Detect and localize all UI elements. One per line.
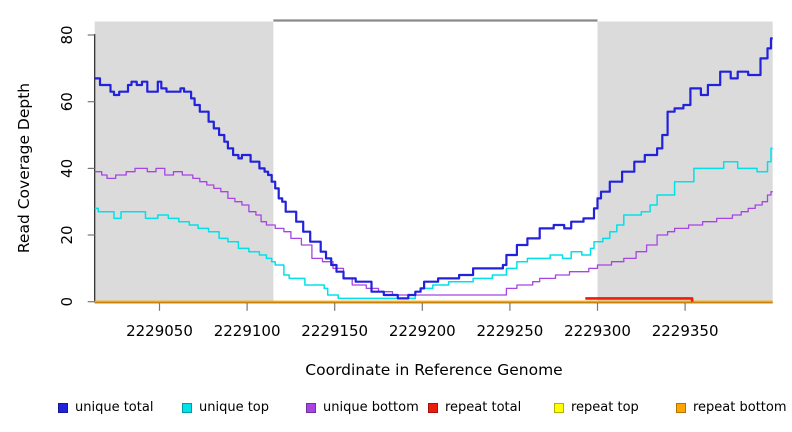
legend-label: repeat bottom: [693, 400, 787, 415]
legend-item-unique-total: unique total: [58, 400, 153, 415]
legend-item-unique-top: unique top: [182, 400, 269, 415]
x-tick-label: 2229150: [301, 322, 368, 340]
x-tick-label: 2229050: [126, 322, 193, 340]
x-axis-label: Coordinate in Reference Genome: [305, 361, 562, 379]
legend-item-repeat-top: repeat top: [554, 400, 639, 415]
legend-label: repeat total: [445, 400, 522, 415]
shaded-region: [94, 21, 274, 302]
y-axis-label: Read Coverage Depth: [15, 83, 33, 253]
shaded-regions-layer: [94, 19, 773, 302]
legend-item-repeat-bottom: repeat bottom: [676, 400, 787, 415]
y-tick-label: 20: [58, 225, 76, 244]
legend-swatch: [306, 402, 316, 413]
y-tick-label: 0: [58, 297, 76, 307]
x-tick-label: 2229350: [652, 322, 719, 340]
legend-swatch: [554, 402, 564, 413]
series-line-repeat-total: [585, 297, 694, 302]
legend-swatch: [428, 402, 438, 413]
legend-label: unique top: [199, 400, 270, 415]
x-tick-label: 2229200: [389, 322, 456, 340]
legend-label: repeat top: [571, 400, 639, 415]
legend-swatch: [58, 402, 68, 413]
x-tick-label: 2229250: [476, 322, 543, 340]
shaded-region: [597, 21, 773, 302]
legend-item-repeat-total: repeat total: [428, 400, 521, 415]
x-tick-label: 2229100: [214, 322, 281, 340]
legend-label: unique bottom: [323, 400, 419, 415]
series-layer: [94, 37, 773, 303]
legend-label: unique total: [75, 400, 154, 415]
y-tick-label: 80: [58, 25, 76, 44]
legend-swatch: [182, 402, 192, 413]
coverage-plot: 2229050 2229100 2229150 2229200 2229250 22293…: [15, 19, 773, 379]
legend-swatch: [676, 402, 686, 413]
y-tick-label: 60: [58, 92, 76, 111]
legend-item-unique-bottom: unique bottom: [306, 400, 419, 415]
y-tick-label: 40: [58, 159, 76, 178]
series-line-unique-total: [94, 37, 773, 300]
series-line-unique-top: [94, 147, 773, 300]
x-tick-label: 2229300: [564, 322, 631, 340]
